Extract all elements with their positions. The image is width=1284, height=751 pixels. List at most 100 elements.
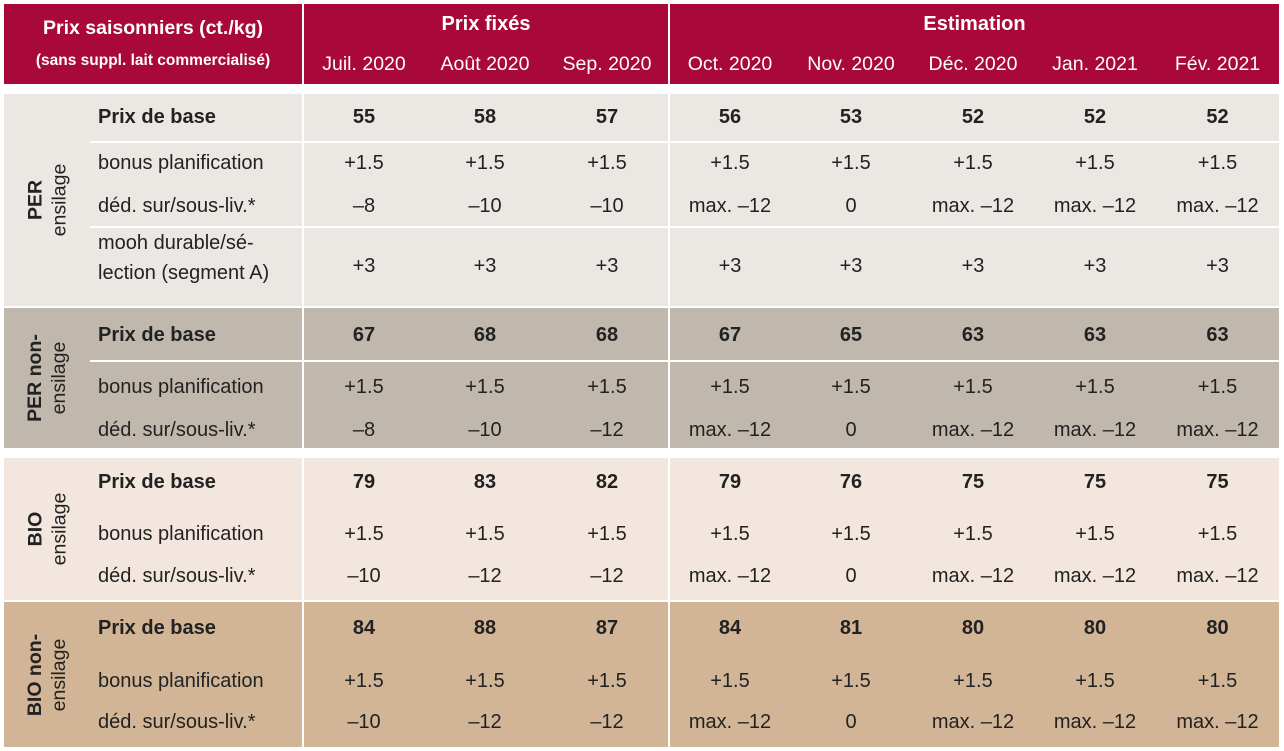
header-title-cell: Prix saisonniers (ct./kg) (sans suppl. l… <box>4 4 302 84</box>
table-cell: 53 <box>839 105 863 128</box>
table-cell: +3 <box>839 254 863 277</box>
table-cell: 87 <box>595 616 619 639</box>
row-label: déd. sur/sous-liv.* <box>98 194 256 217</box>
table-cell: 68 <box>473 323 497 346</box>
table-cell: 55 <box>352 105 376 128</box>
row-label-line1: mooh durable/sé- <box>98 232 254 254</box>
table-cell: max. –12 <box>931 564 1015 587</box>
row-label: bonus planification <box>98 669 264 692</box>
table-cell: 75 <box>961 470 985 493</box>
column-divider <box>302 4 304 84</box>
table-cell: 80 <box>1083 616 1107 639</box>
table-cell: +1.5 <box>831 151 871 174</box>
section-band-bio-non-ensilage <box>4 602 1279 747</box>
table-cell: +1.5 <box>1197 375 1238 398</box>
month-header: Fév. 2021 <box>1156 44 1279 84</box>
column-divider <box>668 4 670 84</box>
table-cell: +1.5 <box>953 669 993 692</box>
table-cell: max. –12 <box>1176 564 1259 587</box>
table-cell: 84 <box>352 616 376 639</box>
table-cell: +1.5 <box>587 375 627 398</box>
section-label-line1: BIO non- <box>23 633 46 716</box>
table-cell: –12 <box>468 710 502 733</box>
table-cell: +1.5 <box>1197 151 1238 174</box>
table-cell: 65 <box>839 323 863 346</box>
month-header: Juil. 2020 <box>304 44 424 84</box>
table-cell: max. –12 <box>1053 710 1137 733</box>
table-cell: +1.5 <box>710 375 750 398</box>
section-label-bio-non-ensilage: BIO non-ensilage <box>4 602 90 747</box>
table-cell: +1.5 <box>953 151 993 174</box>
month-header: Oct. 2020 <box>670 44 790 84</box>
table-cell: +1.5 <box>344 669 384 692</box>
group-fixed-header: Prix fixés <box>304 4 668 44</box>
section-label-per-non-ensilage: PER non-ensilage <box>4 308 90 448</box>
table-cell: –8 <box>352 418 376 441</box>
table-cell: 82 <box>595 470 619 493</box>
table-cell: +1.5 <box>465 375 505 398</box>
table-cell: max. –12 <box>1053 194 1137 217</box>
table-cell: +1.5 <box>953 375 993 398</box>
table-cell: 0 <box>845 710 857 733</box>
table-cell: 56 <box>718 105 742 128</box>
section-band-per-ensilage <box>4 94 1279 306</box>
table-cell: 0 <box>845 418 857 441</box>
table-cell: 80 <box>961 616 985 639</box>
row-label: Prix de base <box>98 470 216 493</box>
table-cell: –12 <box>468 564 502 587</box>
table-cell: +1.5 <box>1075 669 1115 692</box>
section-label-line1: BIO <box>23 511 46 547</box>
table-cell: 52 <box>961 105 985 128</box>
row-label: Prix de base <box>98 616 216 639</box>
table-cell: max. –12 <box>688 194 772 217</box>
row-label: bonus planification <box>98 151 264 174</box>
table-title: Prix saisonniers (ct./kg) <box>43 16 263 39</box>
month-header: Déc. 2020 <box>912 44 1034 84</box>
table-cell: 79 <box>352 470 376 493</box>
table-cell: max. –12 <box>1053 564 1137 587</box>
table-cell: +1.5 <box>710 669 750 692</box>
table-cell: +1.5 <box>1197 522 1238 545</box>
table-cell: 0 <box>845 194 857 217</box>
table-cell: 63 <box>961 323 985 346</box>
row-label: déd. sur/sous-liv.* <box>98 710 256 733</box>
table-cell: +1.5 <box>465 522 505 545</box>
table-subtitle: (sans suppl. lait commercialisé) <box>35 51 271 69</box>
table-cell: +3 <box>961 254 985 277</box>
table-cell: +1.5 <box>1197 669 1238 692</box>
table-cell: 52 <box>1206 105 1229 128</box>
table-cell: +1.5 <box>831 375 871 398</box>
section-label-bio-ensilage: BIO ensilage <box>4 458 90 600</box>
table-cell: –10 <box>468 194 502 217</box>
table-cell: 57 <box>595 105 619 128</box>
table-cell: +1.5 <box>465 151 505 174</box>
month-header: Août 2020 <box>424 44 546 84</box>
table-cell: 58 <box>473 105 497 128</box>
table-cell: 80 <box>1206 616 1229 639</box>
table-cell: –12 <box>590 564 624 587</box>
column-divider <box>302 94 304 747</box>
table-cell: 52 <box>1083 105 1107 128</box>
section-label-line2: ensilage <box>48 341 70 415</box>
table-cell: –12 <box>590 710 624 733</box>
table-cell: 0 <box>845 564 857 587</box>
table-cell: –10 <box>590 194 624 217</box>
table-cell: +3 <box>473 254 497 277</box>
table-cell: 67 <box>718 323 742 346</box>
table-cell: 67 <box>352 323 376 346</box>
table-cell: max. –12 <box>688 710 772 733</box>
table-cell: 83 <box>473 470 497 493</box>
table-cell: max. –12 <box>1053 418 1137 441</box>
column-divider <box>668 94 670 747</box>
table-cell: +1.5 <box>710 522 750 545</box>
table-cell: max. –12 <box>1176 418 1259 441</box>
table-cell: +1.5 <box>1075 522 1115 545</box>
row-divider <box>90 141 1279 143</box>
table-cell: 76 <box>839 470 863 493</box>
table-cell: 88 <box>473 616 497 639</box>
table-cell: +3 <box>595 254 619 277</box>
group-estimate-header: Estimation <box>670 4 1279 44</box>
table-cell: –10 <box>468 418 502 441</box>
table-cell: +1.5 <box>1075 151 1115 174</box>
table-cell: –10 <box>347 564 381 587</box>
